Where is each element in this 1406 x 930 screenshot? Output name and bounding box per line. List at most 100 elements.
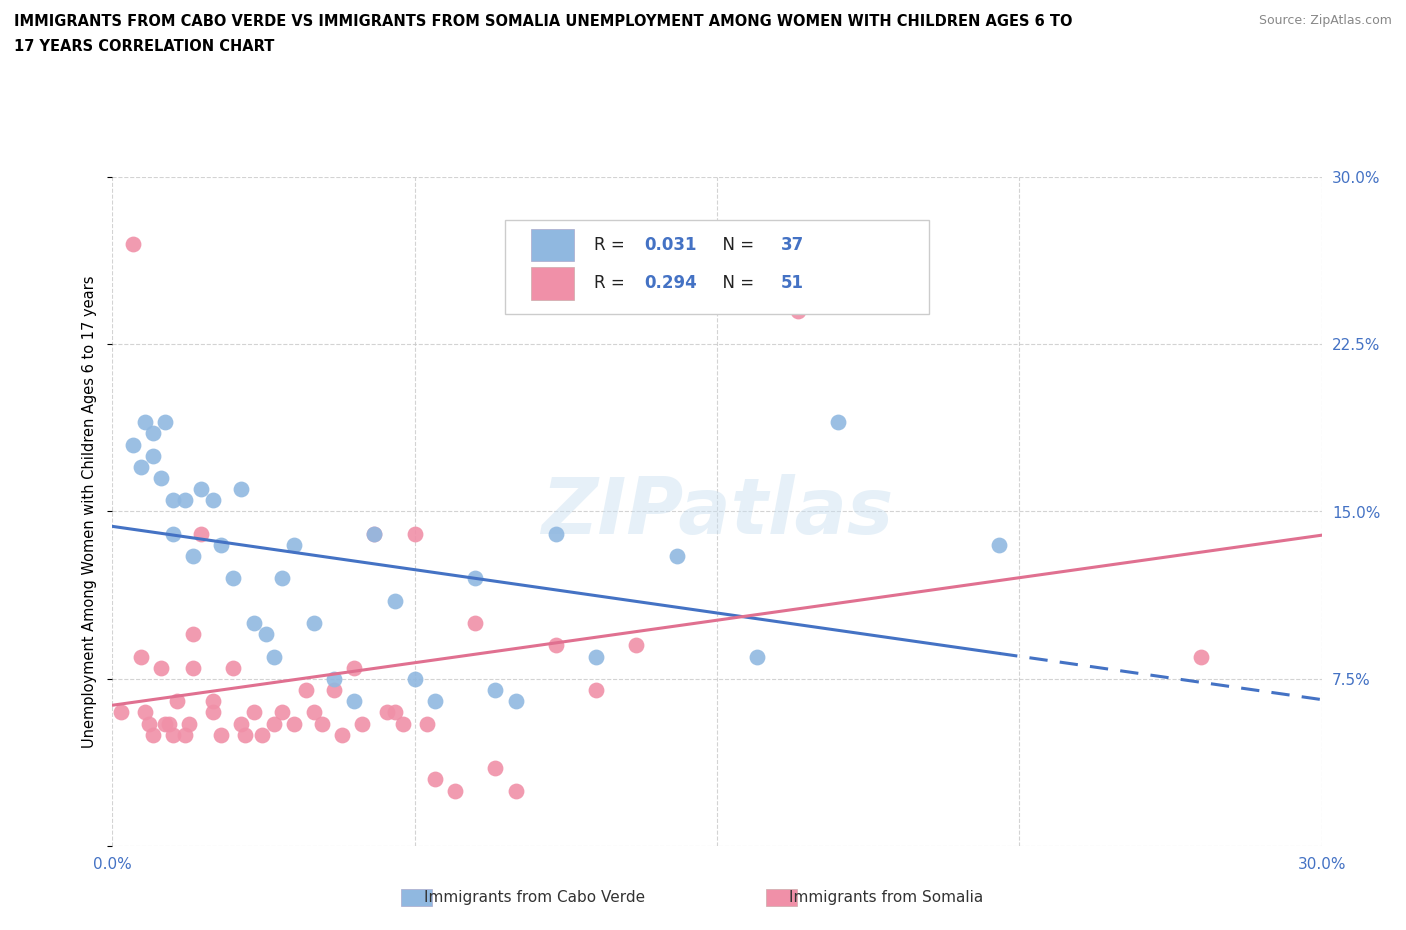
Point (423, 694, 446, 709)
Point (827, 415, 849, 430)
Point (585, 683, 607, 698)
Point (343, 694, 366, 709)
Text: R =: R = (593, 274, 630, 292)
Point (174, 727, 197, 742)
Point (384, 593, 406, 608)
Point (375, 705, 398, 720)
Bar (766, 889, 797, 906)
Point (363, 526, 385, 541)
Point (142, 727, 165, 742)
Point (129, 459, 152, 474)
Point (149, 471, 172, 485)
Point (222, 660, 245, 675)
Text: 17 YEARS CORRELATION CHART: 17 YEARS CORRELATION CHART (14, 39, 274, 54)
Point (209, 538, 232, 552)
Text: N =: N = (713, 274, 759, 292)
Point (231, 482, 253, 497)
Point (235, 727, 257, 742)
Point (363, 526, 385, 541)
FancyBboxPatch shape (531, 267, 575, 299)
Point (665, 292, 688, 307)
Text: 0.294: 0.294 (644, 274, 697, 292)
Text: 51: 51 (782, 274, 804, 292)
Point (181, 549, 204, 564)
Point (222, 571, 245, 586)
Text: 37: 37 (782, 235, 804, 254)
Point (174, 493, 197, 508)
Point (283, 716, 305, 731)
Point (416, 716, 439, 731)
Point (384, 705, 406, 720)
Point (190, 526, 212, 541)
Point (484, 683, 506, 698)
Point (202, 705, 225, 720)
Point (202, 493, 225, 508)
Point (444, 783, 467, 798)
Point (138, 716, 160, 731)
Point (1189, 649, 1212, 664)
Point (747, 649, 769, 664)
Point (142, 426, 165, 441)
Point (330, 727, 353, 742)
Point (142, 448, 165, 463)
Text: ZIPatlas: ZIPatlas (541, 473, 893, 550)
FancyBboxPatch shape (531, 229, 575, 261)
Point (786, 303, 808, 318)
Point (153, 716, 176, 731)
Point (157, 716, 180, 731)
Point (423, 772, 446, 787)
Point (323, 671, 346, 686)
Bar (401, 889, 432, 906)
Point (585, 649, 607, 664)
Point (110, 705, 132, 720)
Y-axis label: Unemployment Among Women with Children Ages 6 to 17 years: Unemployment Among Women with Children A… (82, 275, 97, 748)
Point (149, 660, 172, 675)
Text: IMMIGRANTS FROM CABO VERDE VS IMMIGRANTS FROM SOMALIA UNEMPLOYMENT AMONG WOMEN W: IMMIGRANTS FROM CABO VERDE VS IMMIGRANTS… (14, 14, 1073, 29)
Point (988, 538, 1011, 552)
FancyBboxPatch shape (506, 220, 929, 314)
Point (263, 649, 285, 664)
Point (270, 571, 292, 586)
Point (544, 638, 567, 653)
Point (177, 716, 200, 731)
Point (665, 549, 688, 564)
Point (544, 526, 567, 541)
Point (166, 694, 188, 709)
Point (129, 649, 152, 664)
Point (250, 727, 273, 742)
Point (295, 683, 318, 698)
Point (626, 638, 648, 653)
Point (121, 437, 143, 452)
Text: Immigrants from Somalia: Immigrants from Somalia (789, 890, 983, 905)
Point (231, 716, 253, 731)
Point (302, 705, 325, 720)
Point (190, 482, 212, 497)
Point (464, 571, 486, 586)
Point (162, 727, 184, 742)
Text: Immigrants from Cabo Verde: Immigrants from Cabo Verde (423, 890, 645, 905)
Point (242, 616, 264, 631)
Point (181, 660, 204, 675)
Point (464, 616, 486, 631)
Point (283, 538, 305, 552)
Point (209, 727, 232, 742)
Point (505, 694, 527, 709)
Point (134, 705, 156, 720)
Point (343, 660, 366, 675)
Point (505, 783, 527, 798)
Point (404, 671, 426, 686)
Point (391, 716, 413, 731)
Point (323, 683, 346, 698)
Text: 0.031: 0.031 (644, 235, 697, 254)
Point (162, 493, 184, 508)
Point (404, 526, 426, 541)
Point (263, 716, 285, 731)
Text: R =: R = (593, 235, 630, 254)
Point (134, 415, 156, 430)
Point (311, 716, 333, 731)
Point (121, 236, 143, 251)
Point (162, 526, 184, 541)
Point (302, 616, 325, 631)
Point (153, 415, 176, 430)
Point (181, 627, 204, 642)
